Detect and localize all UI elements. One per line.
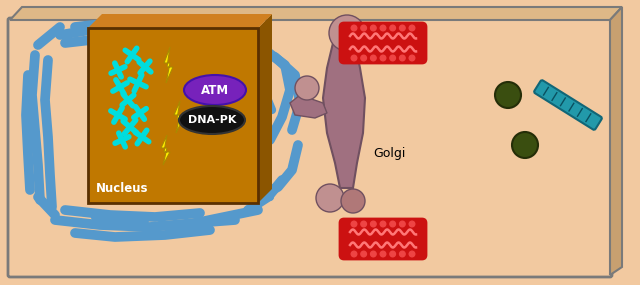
- Ellipse shape: [179, 106, 245, 134]
- Polygon shape: [610, 7, 622, 275]
- Circle shape: [380, 251, 386, 257]
- Circle shape: [351, 25, 357, 31]
- Circle shape: [409, 25, 415, 31]
- Circle shape: [351, 221, 357, 227]
- Circle shape: [380, 221, 386, 227]
- Circle shape: [144, 66, 146, 68]
- Circle shape: [117, 69, 119, 71]
- Polygon shape: [10, 7, 622, 20]
- Polygon shape: [174, 101, 183, 133]
- FancyBboxPatch shape: [340, 219, 426, 259]
- Circle shape: [136, 82, 140, 84]
- Circle shape: [361, 25, 367, 31]
- Circle shape: [495, 82, 521, 108]
- Circle shape: [390, 25, 396, 31]
- Circle shape: [409, 251, 415, 257]
- Circle shape: [329, 15, 365, 51]
- Circle shape: [399, 55, 405, 61]
- Circle shape: [351, 55, 357, 61]
- Polygon shape: [161, 135, 170, 165]
- Circle shape: [371, 55, 376, 61]
- FancyBboxPatch shape: [340, 23, 426, 63]
- Circle shape: [371, 221, 376, 227]
- Circle shape: [127, 99, 129, 101]
- Polygon shape: [88, 14, 272, 28]
- Polygon shape: [164, 47, 173, 83]
- Circle shape: [129, 126, 131, 129]
- Circle shape: [116, 114, 119, 116]
- Circle shape: [390, 251, 396, 257]
- Text: Golgi: Golgi: [373, 146, 405, 160]
- Circle shape: [409, 221, 415, 227]
- Circle shape: [409, 55, 415, 61]
- Circle shape: [131, 54, 133, 56]
- Text: ATM: ATM: [201, 84, 229, 97]
- Circle shape: [399, 251, 405, 257]
- Circle shape: [295, 76, 319, 100]
- Circle shape: [399, 25, 405, 31]
- Circle shape: [141, 136, 143, 138]
- Circle shape: [512, 132, 538, 158]
- Text: Nucleus: Nucleus: [96, 182, 148, 195]
- Bar: [88, 28, 258, 203]
- Circle shape: [380, 25, 386, 31]
- FancyBboxPatch shape: [534, 80, 602, 130]
- Circle shape: [371, 25, 376, 31]
- Circle shape: [316, 184, 344, 212]
- Circle shape: [121, 139, 123, 141]
- Circle shape: [361, 251, 367, 257]
- Polygon shape: [258, 14, 272, 203]
- Polygon shape: [290, 95, 327, 118]
- Circle shape: [399, 221, 405, 227]
- FancyBboxPatch shape: [8, 18, 612, 277]
- Circle shape: [380, 55, 386, 61]
- Circle shape: [351, 251, 357, 257]
- Circle shape: [361, 55, 367, 61]
- Circle shape: [390, 221, 396, 227]
- Text: DNA-PK: DNA-PK: [188, 115, 236, 125]
- Ellipse shape: [184, 75, 246, 105]
- Circle shape: [118, 86, 122, 88]
- Circle shape: [139, 112, 141, 114]
- Circle shape: [341, 189, 365, 213]
- Circle shape: [371, 251, 376, 257]
- Circle shape: [390, 55, 396, 61]
- Polygon shape: [323, 43, 365, 188]
- Circle shape: [361, 221, 367, 227]
